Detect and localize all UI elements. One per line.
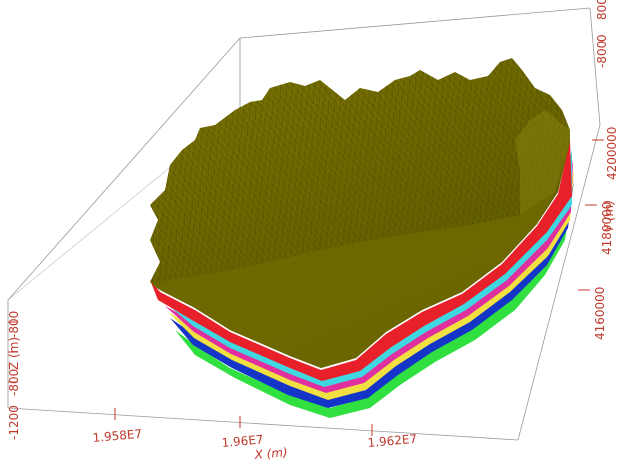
y-axis: 4160000 4180000 4200000 Y (m) xyxy=(578,127,619,340)
plain-surface xyxy=(152,192,555,368)
ridge-highlight xyxy=(515,110,570,215)
z-tick-label: -800 xyxy=(595,41,609,68)
mountain-texture xyxy=(150,58,570,282)
y-tick-label: 4160000 xyxy=(593,287,607,340)
z-tick-label: 0 xyxy=(595,34,609,42)
terrain-surface xyxy=(150,58,570,368)
y-axis-title: Y (m) xyxy=(602,200,616,232)
z-axis-right: 800 0 -800 xyxy=(595,0,609,68)
x-tick-label: 1.96E7 xyxy=(221,432,264,450)
y-tick-label: 4200000 xyxy=(605,127,619,180)
x-axis: 1.958E7 1.96E7 1.962E7 X (m) xyxy=(92,408,418,462)
z-tick-label: -800 xyxy=(7,369,21,396)
z-tick-label: -1200 xyxy=(7,405,21,440)
z-axis-title: Z (m) xyxy=(7,337,21,370)
x-tick-label: 1.962E7 xyxy=(367,432,418,450)
y-tick-label: 4180000 xyxy=(600,202,614,255)
bounding-box xyxy=(7,7,601,441)
z-tick-label: -800 xyxy=(7,311,21,338)
z-axis: -800 Z (m) -800 -1200 xyxy=(7,311,21,440)
x-tick-label: 1.958E7 xyxy=(92,427,143,445)
x-axis-title: X (m) xyxy=(253,445,288,462)
z-tick-label: 800 xyxy=(595,0,609,20)
